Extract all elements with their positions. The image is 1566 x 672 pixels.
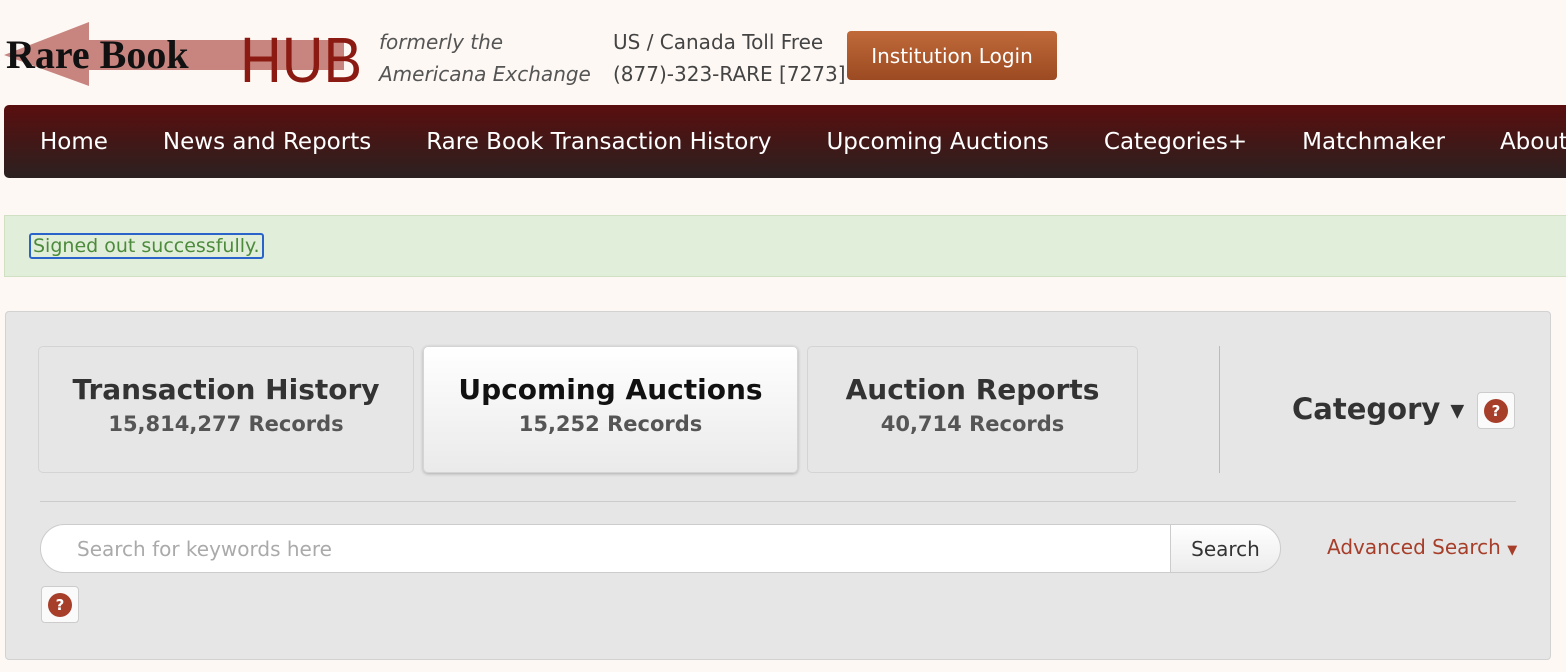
caret-down-icon: ▼ [1450,400,1465,422]
nav-matchmaker[interactable]: Matchmaker [1302,128,1445,155]
tagline-line2: Americana Exchange [379,62,591,86]
phone-info: US / Canada Toll Free (877)-323-RARE [727… [613,26,846,90]
tab-records: 15,252 Records [518,412,703,436]
advanced-search-label: Advanced Search [1327,535,1501,559]
logo[interactable]: Rare Book HUB [4,20,364,96]
alert-banner: Signed out successfully. [4,215,1566,277]
tab-title: Auction Reports [845,373,1100,406]
divider [40,501,1516,502]
tab-auction-reports[interactable]: Auction Reports 40,714 Records [807,346,1138,473]
main-nav: Home News and Reports Rare Book Transact… [4,105,1566,178]
tab-upcoming-auctions[interactable]: Upcoming Auctions 15,252 Records [423,346,798,473]
nav-transaction-history[interactable]: Rare Book Transaction History [426,128,772,155]
divider [1219,346,1220,473]
tab-transaction-history[interactable]: Transaction History 15,814,277 Records [38,346,414,473]
phone-number: (877)-323-RARE [7273] [613,62,846,86]
phone-label: US / Canada Toll Free [613,30,824,54]
nav-home[interactable]: Home [40,128,108,155]
tab-records: 40,714 Records [880,412,1065,436]
advanced-search-link[interactable]: Advanced Search ▼ [1327,535,1517,559]
svg-text:HUB: HUB [240,24,362,90]
nav-categories[interactable]: Categories+ [1103,128,1248,155]
search-help-button[interactable]: ? [41,586,79,623]
search-input[interactable] [40,524,1190,573]
question-icon: ? [1484,398,1508,423]
tab-title: Upcoming Auctions [458,373,763,406]
nav-news-and-reports[interactable]: News and Reports [162,128,372,155]
search-button[interactable]: Search [1170,524,1281,573]
category-dropdown[interactable]: Category ▼ [1292,392,1464,426]
tagline-line1: formerly the [379,30,504,54]
tab-records: 15,814,277 Records [108,412,344,436]
nav-upcoming-auctions[interactable]: Upcoming Auctions [826,128,1049,155]
question-icon: ? [48,592,72,617]
tagline: formerly the Americana Exchange [379,26,591,90]
nav-about[interactable]: About [1499,128,1566,155]
tab-title: Transaction History [72,373,380,406]
category-help-button[interactable]: ? [1477,392,1515,429]
caret-down-icon: ▼ [1507,543,1518,558]
alert-message: Signed out successfully. [29,233,264,259]
logo-image: Rare Book HUB [4,22,362,96]
svg-text:Rare Book: Rare Book [6,32,189,77]
institution-login-button[interactable]: Institution Login [847,31,1057,80]
category-label: Category [1292,392,1441,426]
